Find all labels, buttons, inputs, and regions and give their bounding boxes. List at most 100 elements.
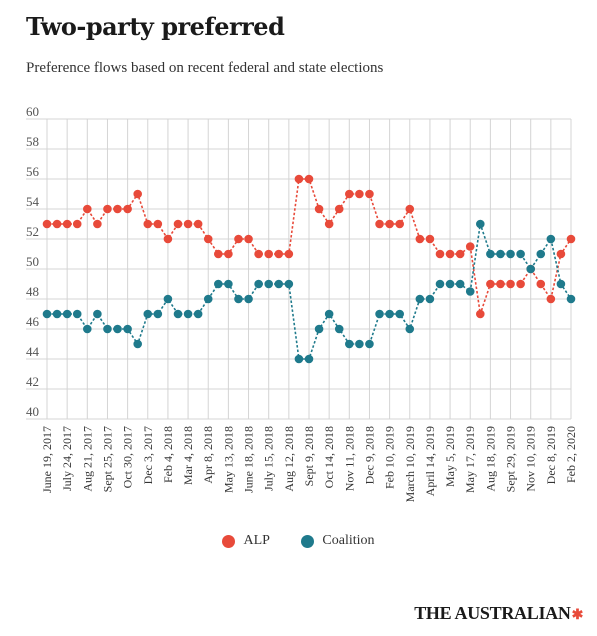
data-point-coalition [385, 309, 394, 319]
x-tick-label: Nov 10, 2019 [524, 426, 538, 492]
x-tick-label: Sept 9, 2018 [302, 426, 316, 486]
data-point-coalition [395, 309, 404, 319]
data-point-alp [203, 234, 213, 244]
data-point-alp [385, 219, 394, 229]
brand-name: THE AUSTRALIAN [414, 603, 571, 623]
x-tick-label: Oct 14, 2018 [322, 426, 336, 488]
data-point-coalition [445, 279, 455, 289]
data-point-alp [72, 219, 82, 229]
x-tick-label: May 5, 2019 [443, 426, 457, 487]
data-point-alp [365, 189, 374, 199]
data-point-coalition [234, 294, 243, 304]
data-point-coalition [123, 324, 132, 334]
data-point-alp [304, 174, 314, 184]
data-point-coalition [516, 249, 525, 259]
y-tick-label: 60 [26, 104, 39, 119]
x-tick-label: Sept 29, 2019 [504, 426, 518, 492]
y-tick-label: 52 [26, 224, 39, 239]
data-point-coalition [536, 249, 546, 259]
alp-marker-icon [222, 534, 236, 548]
data-point-coalition [52, 309, 62, 319]
data-point-coalition [42, 309, 52, 319]
data-point-alp [83, 204, 92, 214]
data-point-coalition [355, 339, 364, 349]
data-point-alp [556, 249, 566, 259]
data-point-coalition [304, 354, 314, 364]
data-point-alp [536, 279, 546, 289]
data-point-coalition [294, 354, 304, 364]
data-point-alp [123, 204, 132, 214]
data-point-alp [465, 242, 475, 251]
data-point-alp [42, 219, 52, 229]
data-point-alp [355, 189, 364, 199]
data-point-coalition [193, 309, 203, 319]
brand-logo: THE AUSTRALIAN✱ [414, 603, 583, 624]
data-point-alp [93, 219, 102, 229]
x-tick-label: May 13, 2018 [221, 426, 235, 493]
x-tick-label: Aug 21, 2017 [80, 426, 94, 492]
x-tick-label: June 18, 2018 [242, 426, 256, 493]
data-point-alp [103, 204, 112, 214]
legend-label-coalition: Coalition [322, 533, 375, 548]
legend-item-coalition: Coalition [301, 533, 375, 549]
data-point-alp [254, 249, 263, 259]
x-tick-label: July 15, 2018 [262, 426, 276, 491]
data-point-coalition [173, 309, 183, 319]
y-tick-label: 50 [26, 254, 39, 269]
data-point-alp [52, 219, 62, 229]
data-point-coalition [183, 309, 193, 319]
x-tick-label: Mar 4, 2018 [181, 426, 195, 485]
x-tick-label: Feb 10, 2019 [383, 426, 397, 489]
data-point-alp [274, 249, 284, 259]
data-point-coalition [93, 309, 102, 319]
data-point-alp [113, 204, 122, 214]
data-point-alp [415, 234, 425, 244]
data-point-coalition [284, 279, 294, 289]
data-point-alp [375, 219, 384, 229]
data-point-coalition [375, 309, 384, 319]
data-point-alp [516, 279, 525, 289]
x-tick-label: Feb 4, 2018 [161, 426, 175, 483]
data-point-alp [314, 204, 324, 214]
data-point-alp [425, 234, 435, 244]
x-tick-label: Dec 3, 2017 [141, 426, 155, 484]
data-point-coalition [566, 294, 576, 304]
data-point-coalition [143, 309, 153, 319]
y-tick-label: 48 [26, 284, 39, 299]
data-point-coalition [224, 279, 233, 289]
data-point-alp [62, 219, 72, 229]
x-tick-label: July 24, 2017 [60, 426, 74, 491]
data-point-coalition [546, 234, 556, 244]
data-point-coalition [72, 309, 82, 319]
data-point-alp [173, 219, 183, 229]
data-point-coalition [244, 294, 253, 304]
data-point-alp [345, 189, 354, 199]
data-point-coalition [405, 324, 415, 334]
x-tick-label: March 10, 2019 [403, 426, 417, 502]
data-point-coalition [324, 309, 334, 319]
data-point-alp [334, 204, 344, 214]
data-point-alp [153, 219, 163, 229]
x-tick-label: May 17, 2019 [463, 426, 477, 493]
data-point-alp [405, 204, 415, 214]
data-point-alp [506, 279, 515, 289]
data-point-alp [395, 219, 404, 229]
brand-mark-icon: ✱ [571, 608, 584, 623]
data-point-alp [455, 249, 465, 259]
y-tick-label: 40 [26, 404, 39, 419]
y-tick-label: 54 [26, 194, 40, 209]
data-point-coalition [62, 309, 72, 319]
y-tick-label: 46 [26, 314, 40, 329]
data-point-coalition [254, 279, 263, 289]
data-point-alp [324, 219, 334, 229]
data-point-alp [486, 279, 495, 289]
legend-label-alp: ALP [243, 533, 270, 548]
y-tick-label: 56 [26, 164, 40, 179]
x-tick-label: Oct 30, 2017 [121, 426, 135, 488]
data-point-coalition [274, 279, 284, 289]
coalition-marker-icon [301, 534, 315, 548]
x-tick-label: Aug 12, 2018 [282, 426, 296, 492]
data-point-alp [294, 174, 304, 184]
data-point-alp [224, 249, 233, 259]
data-point-alp [546, 294, 556, 304]
